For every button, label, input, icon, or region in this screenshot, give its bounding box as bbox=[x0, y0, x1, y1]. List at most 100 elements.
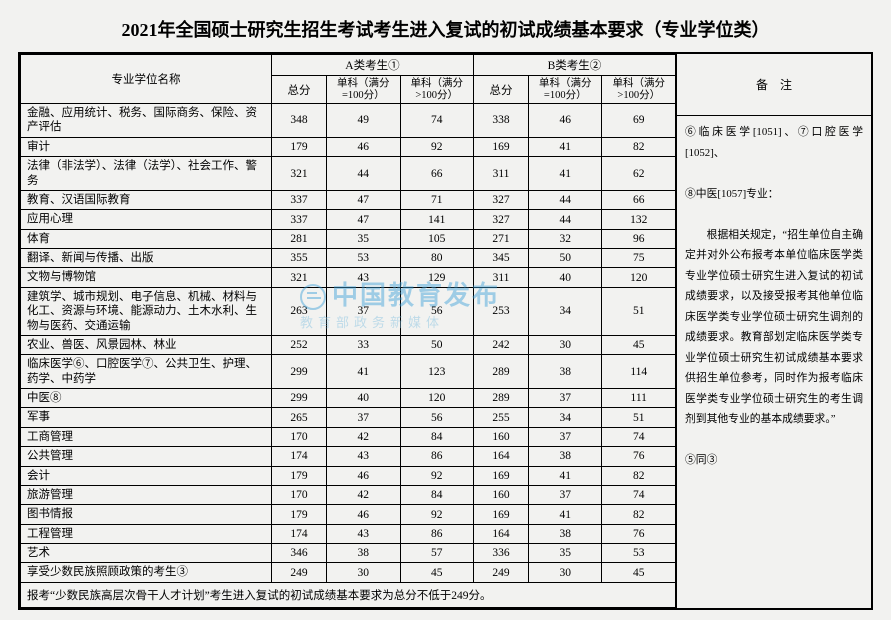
cell-score: 265 bbox=[271, 408, 326, 427]
cell-score: 321 bbox=[271, 157, 326, 191]
table-wrap: 专业学位名称 A类考生① B类考生② 总分 单科（满分=100分） 单科（满分>… bbox=[20, 54, 676, 608]
cell-score: 82 bbox=[602, 466, 676, 485]
cell-score: 71 bbox=[400, 190, 473, 209]
cell-score: 38 bbox=[529, 355, 602, 389]
cell-major: 翻译、新闻与传播、出版 bbox=[21, 249, 272, 268]
cell-score: 164 bbox=[473, 447, 528, 466]
table-row: 文物与博物馆3214312931140120 bbox=[21, 268, 676, 287]
cell-score: 53 bbox=[602, 544, 676, 563]
cell-score: 289 bbox=[473, 389, 528, 408]
cell-score: 45 bbox=[400, 563, 473, 582]
cell-major: 艺术 bbox=[21, 544, 272, 563]
cell-score: 30 bbox=[529, 563, 602, 582]
cell-score: 32 bbox=[529, 229, 602, 248]
cell-score: 35 bbox=[327, 229, 400, 248]
cell-score: 170 bbox=[271, 427, 326, 446]
table-frame: 专业学位名称 A类考生① B类考生② 总分 单科（满分=100分） 单科（满分>… bbox=[18, 52, 873, 610]
cell-score: 43 bbox=[327, 447, 400, 466]
cell-major: 建筑学、城市规划、电子信息、机械、材料与化工、资源与环境、能源动力、土木水利、生… bbox=[21, 287, 272, 335]
cell-major: 工商管理 bbox=[21, 427, 272, 446]
table-row: 会计17946921694182 bbox=[21, 466, 676, 485]
cell-score: 281 bbox=[271, 229, 326, 248]
cell-score: 80 bbox=[400, 249, 473, 268]
header-row-1: 专业学位名称 A类考生① B类考生② bbox=[21, 55, 676, 76]
cell-score: 92 bbox=[400, 505, 473, 524]
cell-score: 37 bbox=[529, 427, 602, 446]
cell-score: 169 bbox=[473, 137, 528, 156]
cell-score: 50 bbox=[400, 335, 473, 354]
cell-major: 旅游管理 bbox=[21, 485, 272, 504]
table-row: 中医⑧2994012028937111 bbox=[21, 389, 676, 408]
cell-major: 金融、应用统计、税务、国际商务、保险、资产评估 bbox=[21, 104, 272, 138]
notes-column: 备 注 ⑥临床医学[1051]、⑦口腔医学[1052]、 ⑧中医[1057]专业… bbox=[676, 54, 871, 608]
score-table: 专业学位名称 A类考生① B类考生② 总分 单科（满分=100分） 单科（满分>… bbox=[20, 54, 676, 608]
cell-score: 47 bbox=[327, 210, 400, 229]
cell-score: 51 bbox=[602, 408, 676, 427]
cell-score: 249 bbox=[271, 563, 326, 582]
table-row: 应用心理3374714132744132 bbox=[21, 210, 676, 229]
footnote-text: 报考“少数民族高层次骨干人才计划”考生进入复试的初试成绩基本要求为总分不低于24… bbox=[21, 582, 676, 607]
cell-score: 355 bbox=[271, 249, 326, 268]
cell-score: 336 bbox=[473, 544, 528, 563]
cell-score: 174 bbox=[271, 524, 326, 543]
cell-score: 86 bbox=[400, 524, 473, 543]
cell-score: 49 bbox=[327, 104, 400, 138]
table-row: 教育、汉语国际教育33747713274466 bbox=[21, 190, 676, 209]
cell-score: 252 bbox=[271, 335, 326, 354]
cell-major: 会计 bbox=[21, 466, 272, 485]
cell-score: 84 bbox=[400, 427, 473, 446]
cell-score: 57 bbox=[400, 544, 473, 563]
cell-score: 84 bbox=[400, 485, 473, 504]
cell-score: 37 bbox=[327, 408, 400, 427]
cell-score: 40 bbox=[327, 389, 400, 408]
table-row: 工商管理17042841603774 bbox=[21, 427, 676, 446]
cell-score: 74 bbox=[602, 427, 676, 446]
cell-score: 169 bbox=[473, 505, 528, 524]
cell-score: 38 bbox=[529, 524, 602, 543]
cell-score: 51 bbox=[602, 287, 676, 335]
cell-score: 164 bbox=[473, 524, 528, 543]
cell-score: 114 bbox=[602, 355, 676, 389]
cell-score: 271 bbox=[473, 229, 528, 248]
cell-score: 141 bbox=[400, 210, 473, 229]
cell-score: 170 bbox=[271, 485, 326, 504]
table-row: 金融、应用统计、税务、国际商务、保险、资产评估34849743384669 bbox=[21, 104, 676, 138]
cell-score: 179 bbox=[271, 505, 326, 524]
cell-score: 86 bbox=[400, 447, 473, 466]
cell-score: 105 bbox=[400, 229, 473, 248]
cell-score: 62 bbox=[602, 157, 676, 191]
cell-score: 40 bbox=[529, 268, 602, 287]
cell-score: 66 bbox=[400, 157, 473, 191]
cell-score: 37 bbox=[529, 485, 602, 504]
cell-score: 50 bbox=[529, 249, 602, 268]
cell-score: 30 bbox=[327, 563, 400, 582]
cell-score: 76 bbox=[602, 447, 676, 466]
cell-score: 242 bbox=[473, 335, 528, 354]
cell-score: 66 bbox=[602, 190, 676, 209]
cell-score: 75 bbox=[602, 249, 676, 268]
cell-score: 299 bbox=[271, 355, 326, 389]
hdr-b-sub100: 单科（满分=100分） bbox=[529, 76, 602, 104]
cell-score: 120 bbox=[602, 268, 676, 287]
cell-score: 74 bbox=[400, 104, 473, 138]
table-row: 艺术34638573363553 bbox=[21, 544, 676, 563]
cell-score: 43 bbox=[327, 524, 400, 543]
table-row: 农业、兽医、风景园林、林业25233502423045 bbox=[21, 335, 676, 354]
cell-major: 公共管理 bbox=[21, 447, 272, 466]
cell-score: 338 bbox=[473, 104, 528, 138]
hdr-a-over100: 单科（满分>100分） bbox=[400, 76, 473, 104]
cell-score: 120 bbox=[400, 389, 473, 408]
hdr-groupA: A类考生① bbox=[271, 55, 473, 76]
table-row: 享受少数民族照顾政策的考生③24930452493045 bbox=[21, 563, 676, 582]
cell-score: 41 bbox=[529, 157, 602, 191]
cell-major: 应用心理 bbox=[21, 210, 272, 229]
cell-score: 53 bbox=[327, 249, 400, 268]
cell-score: 337 bbox=[271, 190, 326, 209]
hdr-a-total: 总分 bbox=[271, 76, 326, 104]
cell-score: 35 bbox=[529, 544, 602, 563]
cell-score: 33 bbox=[327, 335, 400, 354]
cell-score: 46 bbox=[327, 466, 400, 485]
cell-score: 47 bbox=[327, 190, 400, 209]
cell-score: 111 bbox=[602, 389, 676, 408]
cell-score: 255 bbox=[473, 408, 528, 427]
